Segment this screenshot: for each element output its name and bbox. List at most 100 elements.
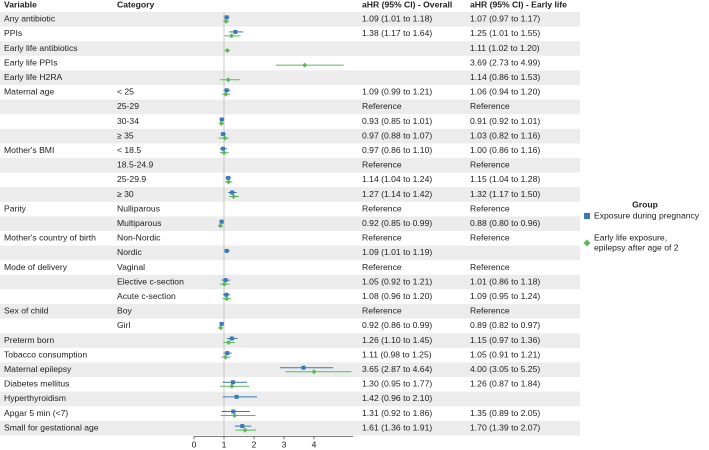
category-label: 18.5-24.9	[117, 160, 154, 170]
legend-label: Early life exposure,	[594, 232, 667, 242]
point-estimate	[222, 135, 228, 141]
variable-label: Mother's country of birth	[4, 233, 96, 243]
point-estimate	[226, 340, 231, 345]
overall-value: 1.31 (0.92 to 1.86)	[362, 408, 432, 418]
header-early: aHR (95% CI) - Early life	[470, 0, 567, 9]
point-estimate	[226, 179, 231, 185]
point-estimate	[231, 409, 236, 414]
point-estimate	[218, 325, 224, 331]
category-label: Boy	[117, 306, 133, 316]
point-estimate	[221, 281, 227, 287]
early-value: 1.11 (1.02 to 1.20)	[470, 43, 540, 53]
category-label: ≥ 30	[117, 189, 134, 199]
early-value: 1.00 (0.86 to 1.16)	[470, 145, 540, 155]
point-estimate	[226, 175, 231, 180]
point-estimate	[231, 194, 237, 199]
point-estimate	[223, 278, 228, 283]
early-value: Reference	[470, 101, 510, 111]
category-label: Vaginal	[117, 262, 145, 272]
x-tick-label: 0	[192, 440, 197, 450]
overall-value: 1.61 (1.36 to 1.91)	[362, 422, 432, 432]
overall-value: 3.65 (2.87 to 4.64)	[362, 364, 432, 374]
point-estimate	[231, 380, 235, 385]
variable-label: Parity	[4, 203, 27, 213]
point-estimate	[230, 190, 235, 195]
point-estimate	[229, 33, 234, 39]
overall-value: Reference	[362, 160, 402, 170]
point-estimate	[311, 369, 317, 375]
category-label: ≥ 35	[117, 130, 134, 140]
overall-value: 1.14 (1.04 to 1.24)	[362, 174, 432, 184]
early-value: 0.88 (0.80 to 0.96)	[470, 218, 540, 228]
early-value: 1.07 (0.97 to 1.17)	[470, 14, 540, 24]
row-stripe	[0, 216, 580, 231]
category-label: < 18.5	[117, 145, 141, 155]
overall-value: 1.08 (0.96 to 1.20)	[362, 291, 432, 301]
category-label: Nordic	[117, 247, 143, 257]
point-estimate	[224, 248, 229, 253]
point-estimate	[223, 91, 229, 97]
category-label: < 25	[117, 87, 134, 97]
variable-label: Mode of delivery	[4, 262, 68, 272]
variable-label: PPIs	[4, 28, 22, 38]
row-stripe	[0, 274, 580, 290]
point-estimate	[225, 77, 231, 83]
early-value: Reference	[470, 306, 510, 316]
early-value: 1.35 (0.89 to 2.05)	[470, 408, 540, 418]
early-value: 1.01 (0.86 to 1.18)	[470, 276, 540, 286]
overall-value: 1.09 (1.01 to 1.18)	[362, 14, 432, 24]
category-label: 30-34	[117, 116, 139, 126]
early-value: 0.89 (0.82 to 0.97)	[470, 320, 540, 330]
overall-value: 1.11 (0.98 to 1.25)	[362, 349, 432, 359]
point-estimate	[234, 394, 239, 399]
overall-value: 0.97 (0.86 to 1.10)	[362, 145, 432, 155]
overall-value: Reference	[362, 101, 402, 111]
overall-value: Reference	[362, 233, 402, 243]
overall-value: 1.38 (1.17 to 1.64)	[362, 28, 432, 38]
x-tick-label: 1	[222, 440, 227, 450]
variable-label: Any antibiotic	[4, 14, 56, 24]
point-estimate	[223, 18, 229, 24]
variable-label: Diabetes mellitus	[4, 379, 69, 389]
category-label: Elective c-section	[117, 276, 184, 286]
early-value: 1.14 (0.86 to 1.53)	[470, 72, 540, 82]
point-estimate	[219, 219, 224, 224]
point-estimate	[219, 117, 224, 122]
overall-value: 0.97 (0.88 to 1.07)	[362, 130, 432, 140]
x-tick-label: 4	[312, 440, 317, 450]
early-value: 3.69 (2.73 to 4.99)	[470, 57, 540, 67]
variable-label: Preterm born	[4, 335, 54, 345]
point-estimate	[224, 88, 229, 93]
early-value: Reference	[470, 233, 510, 243]
category-label: Multiparous	[117, 218, 161, 228]
legend-label: Exposure during pregnancy	[594, 210, 700, 220]
early-value: 1.32 (1.17 to 1.50)	[470, 189, 540, 199]
row-stripe	[0, 245, 580, 261]
early-value: Reference	[470, 160, 510, 170]
early-value: 1.03 (0.82 to 1.16)	[470, 130, 540, 140]
row-stripe	[0, 391, 580, 407]
overall-value: 1.05 (0.92 to 1.21)	[362, 276, 432, 286]
row-stripe	[0, 41, 580, 56]
x-tick-label: 3	[282, 440, 287, 450]
row-stripe	[0, 333, 580, 348]
overall-value: 0.92 (0.86 to 0.99)	[362, 320, 432, 330]
point-estimate	[224, 48, 230, 53]
point-estimate	[232, 413, 237, 418]
category-label: Girl	[117, 320, 130, 330]
category-label: 25-29.9	[117, 174, 146, 184]
point-estimate	[302, 62, 308, 68]
variable-label: Early life PPIs	[4, 57, 58, 67]
legend-swatch	[583, 239, 591, 247]
overall-value: 1.30 (0.95 to 1.77)	[362, 379, 432, 389]
variable-label: Maternal epilepsy	[4, 364, 72, 374]
row-stripe	[0, 420, 580, 436]
point-estimate	[233, 29, 238, 34]
point-estimate	[219, 321, 224, 326]
overall-value: Reference	[362, 262, 402, 272]
row-stripe	[0, 99, 580, 115]
overall-value: Reference	[362, 203, 402, 213]
row-stripe	[0, 362, 580, 377]
variable-label: Tobacco consumption	[4, 349, 87, 359]
point-estimate	[225, 351, 230, 356]
